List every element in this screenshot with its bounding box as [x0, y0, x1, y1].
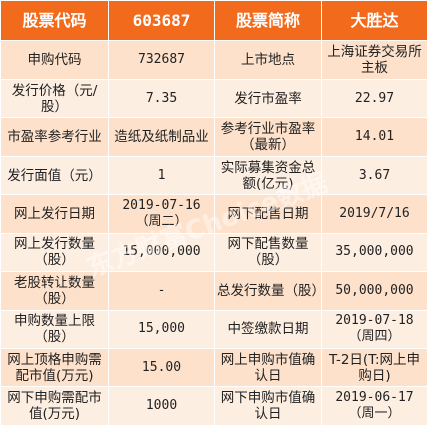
header-stock-code-value: 603687	[108, 0, 215, 42]
row-value: 造纸及纸制品业	[108, 117, 215, 157]
table-row: 网上发行日期 2019-07-16（周二） 网下配售日期 2019/7/16	[0, 194, 427, 234]
table-row: 网下申购需配市值(万元) 1000 网下申购市值确认日 2019-06-17 （…	[0, 386, 427, 426]
row-label: 参考行业市盈率（最新）	[214, 117, 322, 157]
row-label: 老股转让数量（股）	[0, 271, 109, 311]
row-value: 2019-07-16（周二）	[108, 194, 215, 234]
table-row: 网上顶格申购需配市值(万元) 15.00 网上申购市值确认日 T-2日(T:网上…	[0, 347, 427, 388]
header-stock-name-value: 大胜达	[321, 0, 427, 42]
row-label: 实际募集资金总额(亿元)	[214, 155, 322, 196]
row-value: 2019-07-18（周四）	[321, 309, 427, 349]
row-label: 网上发行日期	[0, 194, 109, 234]
row-value: 2019-06-17 （周一）	[321, 386, 427, 426]
row-value: 2019/7/16	[321, 194, 427, 234]
row-value: 7.35	[108, 78, 215, 119]
table-row: 申购数量上限（股） 15,000 中签缴款日期 2019-07-18（周四）	[0, 309, 427, 349]
row-label: 发行价格（元/股）	[0, 78, 109, 119]
row-label: 上市地点	[214, 40, 322, 80]
table-row: 发行价格（元/股） 7.35 发行市盈率 22.97	[0, 78, 427, 119]
table-row: 发行面值（元） 1 实际募集资金总额(亿元) 3.67	[0, 155, 427, 196]
table-row: 网上发行数量（股） 15,000,000 网下配售数量（股） 35,000,00…	[0, 232, 427, 273]
row-value: 3.67	[321, 155, 427, 196]
row-value: 14.01	[321, 117, 427, 157]
row-value: 1000	[108, 386, 215, 426]
row-value: 732687	[108, 40, 215, 80]
row-label: 网下配售日期	[214, 194, 322, 234]
row-label: 网上发行数量（股）	[0, 232, 109, 273]
row-label: 中签缴款日期	[214, 309, 322, 349]
row-value: 上海证券交易所主板	[321, 40, 427, 80]
row-value: 22.97	[321, 78, 427, 119]
row-value: 1	[108, 155, 215, 196]
row-value: 35,000,000	[321, 232, 427, 273]
row-label: 网下配售数量（股）	[214, 232, 322, 273]
row-label: 市盈率参考行业	[0, 117, 109, 157]
header-stock-code-label: 股票代码	[0, 0, 109, 42]
row-label: 发行面值（元）	[0, 155, 109, 196]
row-label: 网下申购需配市值(万元)	[0, 386, 109, 426]
row-label: 网下申购市值确认日	[214, 386, 322, 426]
row-label: 申购代码	[0, 40, 109, 80]
row-value: 15,000	[108, 309, 215, 349]
header-row: 股票代码 603687 股票简称 大胜达	[0, 0, 427, 42]
table-row: 老股转让数量（股） - 总发行数量（股） 50,000,000	[0, 271, 427, 311]
table-row: 申购代码 732687 上市地点 上海证券交易所主板	[0, 40, 427, 80]
table-row: 市盈率参考行业 造纸及纸制品业 参考行业市盈率（最新） 14.01	[0, 117, 427, 157]
header-stock-name-label: 股票简称	[214, 0, 322, 42]
row-value: -	[108, 271, 215, 311]
row-label: 申购数量上限（股）	[0, 309, 109, 349]
row-label: 发行市盈率	[214, 78, 322, 119]
row-label: 网上顶格申购需配市值(万元)	[0, 347, 109, 388]
row-value: 50,000,000	[321, 271, 427, 311]
row-label: 总发行数量（股）	[214, 271, 322, 311]
row-value: T-2日(T:网上申购日)	[321, 347, 427, 388]
row-value: 15.00	[108, 347, 215, 388]
row-label: 网上申购市值确认日	[214, 347, 322, 388]
row-value: 15,000,000	[108, 232, 215, 273]
